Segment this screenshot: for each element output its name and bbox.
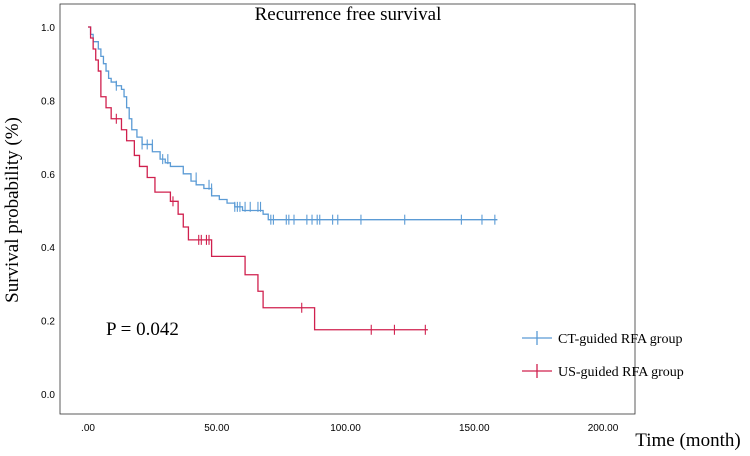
legend-label-us: US-guided RFA group [558, 365, 684, 380]
legend-item-us: US-guided RFA group [522, 364, 684, 380]
legend: CT-guided RFA group US-guided RFA group [522, 331, 684, 380]
legend-item-ct: CT-guided RFA group [522, 331, 682, 347]
p-value-annotation: P = 0.042 [106, 319, 179, 340]
y-tick-label: 0.0 [41, 390, 55, 401]
y-tick-label: 0.2 [41, 317, 55, 328]
survival-curve-us [88, 26, 428, 331]
plot-area [59, 3, 636, 415]
y-tick-label: 0.4 [41, 243, 55, 254]
x-axis-ticks: .00 50.00 100.00 150.00 200.00 [81, 423, 619, 434]
x-tick-label: 50.00 [204, 423, 229, 434]
x-tick-label: 200.00 [588, 423, 619, 434]
x-tick-label: 100.00 [330, 423, 361, 434]
chart-title: Recurrence free survival [255, 4, 442, 25]
legend-label-ct: CT-guided RFA group [558, 332, 682, 347]
x-tick-label: 150.00 [459, 423, 490, 434]
survival-curve-ct [88, 26, 498, 221]
x-axis-label: Time (month) [635, 430, 740, 451]
y-tick-label: 1.0 [41, 23, 55, 34]
y-axis-ticks: 0.0 0.2 0.4 0.6 0.8 1.0 [41, 23, 55, 401]
y-tick-label: 0.6 [41, 170, 55, 181]
y-axis-label: Survival probability (%) [2, 117, 23, 303]
series-layer [88, 26, 498, 335]
x-tick-label: .00 [81, 423, 95, 434]
y-tick-label: 0.8 [41, 96, 55, 107]
